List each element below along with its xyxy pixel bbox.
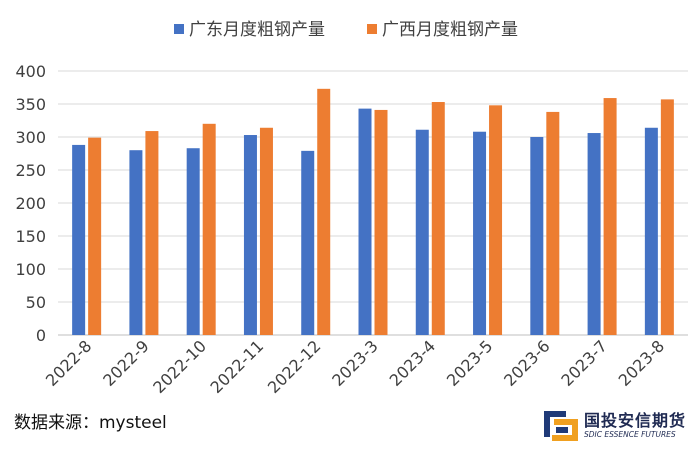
bar-guangxi-2022-8	[88, 137, 102, 335]
bar-guangxi-2022-11	[259, 127, 273, 335]
x-tick-label: 2023-4	[386, 336, 440, 390]
y-axis: 0 50 100 150 200 250 300 350 400	[15, 62, 46, 345]
logo-mark-icon	[544, 411, 578, 441]
x-tick-label: 2022-12	[264, 336, 325, 397]
bar-guangdong-2022-9	[129, 150, 143, 335]
x-tick-label: 2023-7	[557, 336, 611, 390]
bar-guangxi-2022-10	[202, 123, 216, 335]
y-tick-label: 0	[36, 326, 46, 345]
legend-swatch	[174, 24, 184, 34]
legend-swatch	[367, 24, 377, 34]
y-tick-label: 150	[15, 227, 46, 246]
x-tick-label: 2022-8	[42, 336, 96, 390]
x-tick-label: 2023-8	[615, 336, 669, 390]
y-tick-label: 400	[15, 62, 46, 81]
bar-guangdong-2023-3	[358, 108, 372, 336]
bar-guangxi-2022-12	[317, 88, 331, 335]
bar-guangxi-2023-5	[489, 105, 503, 335]
bar-guangdong-2023-5	[473, 131, 487, 335]
bar-guangxi-2023-6	[546, 111, 560, 335]
x-tick-label: 2023-5	[443, 336, 497, 390]
logo-subtitle: SDIC ESSENCE FUTURES	[584, 430, 676, 439]
x-tick-label: 2022-9	[99, 336, 153, 390]
logo-name: 国投安信期货	[584, 411, 687, 430]
gridlines	[58, 70, 688, 336]
bar-guangdong-2023-8	[644, 127, 658, 335]
y-tick-label: 100	[15, 260, 46, 279]
legend-label: 广西月度粗钢产量	[382, 20, 518, 40]
bar-guangxi-2023-8	[660, 99, 674, 335]
bar-guangdong-2022-11	[243, 135, 257, 335]
bar-guangdong-2023-4	[415, 129, 429, 335]
legend-label: 广东月度粗钢产量	[189, 20, 325, 40]
bar-guangxi-2023-4	[431, 102, 445, 336]
x-tick-label: 2023-6	[500, 336, 554, 390]
x-tick-label: 2022-11	[207, 336, 268, 397]
bar-guangdong-2022-10	[186, 148, 200, 335]
y-tick-label: 50	[26, 293, 46, 312]
y-tick-label: 200	[15, 194, 46, 213]
y-tick-label: 350	[15, 95, 46, 114]
y-tick-label: 250	[15, 161, 46, 180]
bar-guangxi-2023-3	[374, 109, 388, 335]
source-note: 数据来源：mysteel	[14, 413, 167, 433]
bar-guangdong-2022-12	[301, 150, 315, 335]
bar-guangdong-2022-8	[72, 144, 86, 335]
bar-guangdong-2023-7	[587, 133, 601, 335]
x-tick-label: 2023-3	[328, 336, 382, 390]
company-logo: 国投安信期货 SDIC ESSENCE FUTURES	[544, 405, 694, 445]
bar-guangxi-2022-9	[145, 131, 159, 335]
bars	[72, 88, 674, 336]
bar-guangxi-2023-7	[603, 98, 617, 335]
x-tick-label: 2022-10	[149, 336, 210, 397]
bar-chart: 广东月度粗钢产量 广西月度粗钢产量 0 50 100 150 200 250 300 350 40…	[15, 20, 688, 397]
bar-guangdong-2023-6	[530, 137, 544, 335]
legend: 广东月度粗钢产量 广西月度粗钢产量	[174, 20, 518, 40]
y-tick-label: 300	[15, 128, 46, 147]
